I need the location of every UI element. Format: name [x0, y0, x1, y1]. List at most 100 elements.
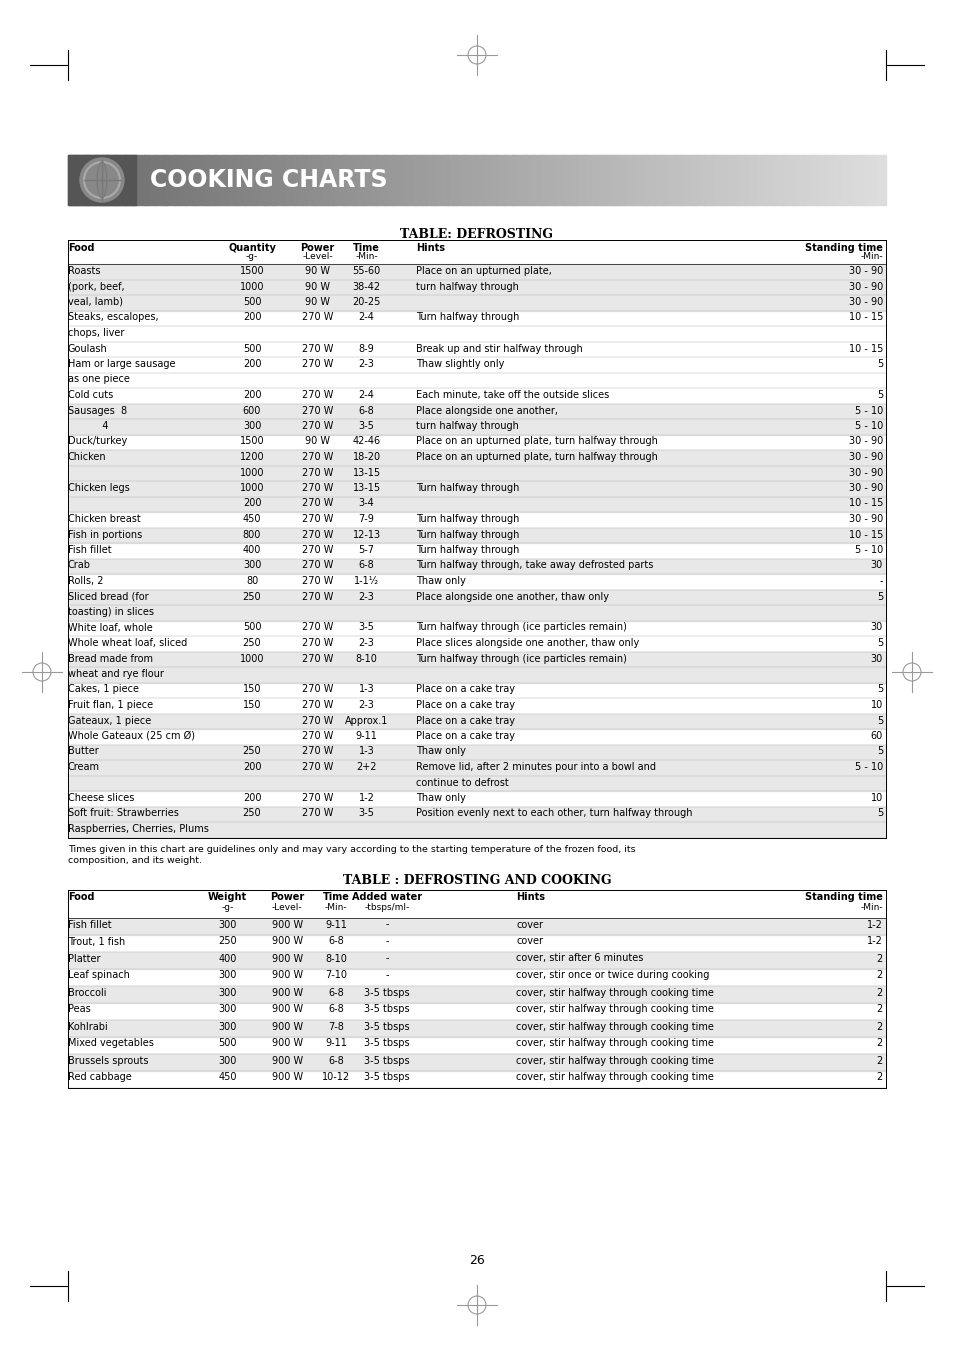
Text: Leaf spinach: Leaf spinach [68, 970, 130, 981]
Bar [68, 651, 885, 667]
Text: Weight: Weight [208, 893, 247, 902]
Text: cover, stir halfway through cooking time: cover, stir halfway through cooking time [516, 1005, 714, 1015]
Bar [828, 155, 831, 205]
Bar [444, 155, 447, 205]
Bar [274, 155, 278, 205]
Text: Hints: Hints [416, 243, 444, 253]
Bar [476, 155, 479, 205]
Text: Cream: Cream [68, 762, 100, 771]
Bar [150, 155, 152, 205]
Bar [68, 713, 885, 730]
Bar [390, 155, 393, 205]
Text: 2: 2 [876, 1073, 882, 1082]
Text: 6-8: 6-8 [328, 988, 344, 997]
Bar [698, 155, 700, 205]
Text: 2-3: 2-3 [358, 359, 375, 369]
Text: 200: 200 [243, 359, 261, 369]
Text: 270 W: 270 W [301, 467, 333, 477]
Bar [371, 155, 374, 205]
Text: 500: 500 [243, 297, 261, 307]
Bar [112, 155, 114, 205]
Text: 38-42: 38-42 [353, 281, 380, 292]
Bar [315, 155, 319, 205]
Text: 270 W: 270 W [301, 576, 333, 586]
Text: 90 W: 90 W [305, 281, 330, 292]
Bar [160, 155, 164, 205]
Bar [68, 667, 885, 682]
Bar [544, 155, 548, 205]
Bar [68, 821, 885, 838]
Text: 3-5: 3-5 [358, 422, 375, 431]
Bar [657, 155, 659, 205]
Bar [335, 155, 338, 205]
Text: Peas: Peas [68, 1005, 91, 1015]
Bar [762, 155, 765, 205]
Bar [193, 155, 196, 205]
Text: 270 W: 270 W [301, 762, 333, 771]
Text: 5-7: 5-7 [358, 544, 375, 555]
Text: 270 W: 270 W [301, 561, 333, 570]
Bar [882, 155, 885, 205]
Bar [833, 155, 837, 205]
Text: Thaw only: Thaw only [416, 793, 465, 802]
Text: Time: Time [322, 893, 350, 902]
Bar [373, 155, 376, 205]
Text: Place slices alongside one another, thaw only: Place slices alongside one another, thaw… [416, 638, 639, 648]
Bar [406, 155, 409, 205]
Bar [239, 155, 243, 205]
Text: Approx.1: Approx.1 [345, 716, 388, 725]
Bar [861, 155, 863, 205]
Text: 270 W: 270 W [301, 654, 333, 663]
Bar [122, 155, 126, 205]
Text: Red cabbage: Red cabbage [68, 1073, 132, 1082]
Text: 270 W: 270 W [301, 638, 333, 648]
Text: 800: 800 [243, 530, 261, 539]
Bar [803, 155, 806, 205]
Bar [556, 155, 558, 205]
Bar [166, 155, 170, 205]
Bar [207, 155, 210, 205]
Text: 900 W: 900 W [272, 1073, 302, 1082]
Text: 270 W: 270 W [301, 422, 333, 431]
Text: Platter: Platter [68, 954, 100, 963]
Text: 55-60: 55-60 [352, 266, 380, 276]
Bar [520, 155, 523, 205]
Bar [68, 589, 885, 605]
Text: -: - [385, 936, 389, 947]
Bar [378, 155, 381, 205]
Text: (pork, beef,: (pork, beef, [68, 281, 125, 292]
Text: 1000: 1000 [239, 484, 264, 493]
Text: 7-8: 7-8 [328, 1021, 344, 1032]
Bar [381, 155, 384, 205]
Bar [414, 155, 417, 205]
Text: TABLE: DEFROSTING: TABLE: DEFROSTING [400, 228, 553, 240]
Bar [466, 155, 469, 205]
Bar [255, 155, 259, 205]
Bar [795, 155, 799, 205]
Text: wheat and rye flour: wheat and rye flour [68, 669, 164, 680]
Bar [501, 155, 504, 205]
Text: Sausages  8: Sausages 8 [68, 405, 127, 416]
Bar [198, 155, 202, 205]
Bar [280, 155, 284, 205]
Bar [572, 155, 575, 205]
Bar [825, 155, 828, 205]
Text: 250: 250 [242, 592, 261, 601]
Text: 90 W: 90 W [305, 266, 330, 276]
Text: -Min-: -Min- [860, 253, 882, 261]
Text: 300: 300 [243, 561, 261, 570]
Bar [416, 155, 420, 205]
Text: Place on a cake tray: Place on a cake tray [416, 731, 514, 740]
Text: 3-5 tbsps: 3-5 tbsps [364, 1021, 410, 1032]
Bar [784, 155, 787, 205]
Text: 5 - 10: 5 - 10 [854, 544, 882, 555]
Bar [620, 155, 624, 205]
Text: Chicken legs: Chicken legs [68, 484, 130, 493]
Bar [68, 985, 885, 1002]
Bar [642, 155, 646, 205]
Bar [182, 155, 186, 205]
Bar [217, 155, 221, 205]
Bar [438, 155, 441, 205]
Bar [575, 155, 578, 205]
Bar [71, 155, 74, 205]
